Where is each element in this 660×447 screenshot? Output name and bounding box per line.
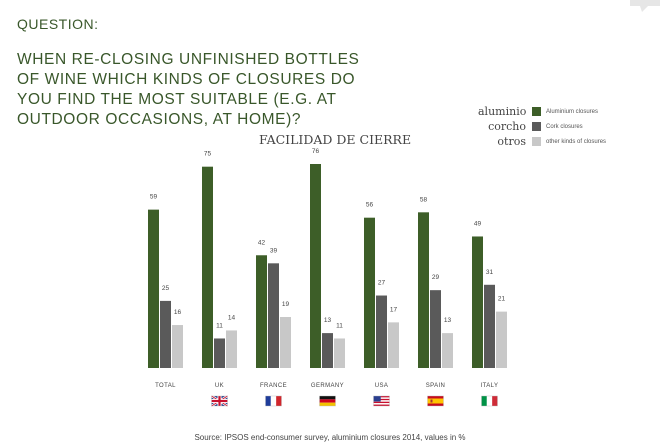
category-label: FRANCE (260, 383, 287, 389)
legend-item-other: otros other kinds of closures (478, 134, 606, 149)
data-label: 76 (312, 148, 320, 155)
bar (496, 311, 507, 368)
bar (256, 255, 267, 368)
uk-flag-icon (210, 394, 229, 408)
bar (310, 164, 321, 368)
bar (202, 166, 213, 368)
bar (418, 212, 429, 368)
corner-accent-icon (630, 0, 660, 12)
headline-line: OF WINE WHICH KINDS OF CLOSURES DO (17, 71, 356, 88)
data-label: 25 (162, 285, 170, 292)
data-label: 31 (486, 269, 494, 276)
bar (484, 284, 495, 368)
bar (364, 217, 375, 368)
data-label: 13 (324, 317, 332, 324)
headline-line: WHEN RE-CLOSING UNFINISHED BOTTLES (17, 51, 360, 68)
bar (214, 338, 225, 368)
data-label: 11 (216, 322, 223, 329)
bar (268, 263, 279, 368)
data-label: 11 (336, 322, 343, 329)
category-label: USA (375, 383, 389, 389)
headline-line: YOU FIND THE MOST SUITABLE (E.G. AT (17, 91, 337, 108)
category-label: SPAIN (426, 383, 446, 389)
chart-legend: aluminio Aluminium closures corcho Cork … (478, 104, 606, 149)
bar (430, 290, 441, 368)
germany-flag-icon (319, 395, 336, 407)
data-label: 13 (444, 317, 452, 324)
italy-flag-icon (481, 395, 498, 407)
legend-alias: otros (497, 135, 526, 148)
france-flag-icon (265, 395, 282, 407)
legend-label: Aluminium closures (546, 108, 599, 115)
question-label: QUESTION: (17, 16, 99, 32)
bar (172, 325, 183, 368)
data-label: 59 (150, 194, 158, 201)
source-note: Source: IPSOS end-consumer survey, alumi… (194, 433, 466, 442)
legend-label: Cork closures (546, 123, 583, 130)
bar (334, 338, 345, 368)
data-label: 56 (366, 202, 374, 209)
data-label: 49 (474, 220, 482, 227)
bar (322, 333, 333, 368)
bar (160, 300, 171, 368)
legend-alias: corcho (488, 120, 526, 133)
chart-subtitle: FACILIDAD DE CIERRE (259, 132, 412, 147)
data-label: 58 (420, 196, 428, 203)
data-label: 17 (390, 306, 398, 313)
category-label: GERMANY (311, 383, 344, 389)
legend-alias: aluminio (478, 105, 527, 118)
category-label: UK (215, 383, 224, 389)
data-label: 27 (378, 280, 386, 287)
legend-swatch (532, 122, 541, 131)
legend-label: other kinds of closures (546, 138, 607, 145)
usa-flag-icon (373, 395, 390, 407)
bar (472, 236, 483, 368)
bar (388, 322, 399, 368)
data-label: 14 (228, 314, 236, 321)
spain-flag-icon (427, 395, 444, 407)
headline-line: OUTDOOR OCCASIONS, AT HOME)? (17, 111, 302, 128)
bar (442, 333, 453, 368)
bar (226, 330, 237, 368)
category-label: ITALY (481, 383, 499, 389)
data-label: 29 (432, 274, 440, 281)
data-label: 42 (258, 239, 266, 246)
legend-swatch (532, 137, 541, 146)
legend-swatch (532, 107, 541, 116)
legend-item-aluminium: aluminio Aluminium closures (478, 104, 606, 119)
bar (280, 317, 291, 368)
data-label: 21 (498, 296, 506, 303)
headline: WHEN RE-CLOSING UNFINISHED BOTTLES OF WI… (17, 50, 360, 130)
data-label: 39 (270, 247, 278, 254)
data-label: 19 (282, 301, 290, 308)
bar (376, 295, 387, 368)
data-label: 75 (204, 151, 212, 158)
legend-item-cork: corcho Cork closures (478, 119, 606, 134)
data-label: 16 (174, 309, 182, 316)
category-label: TOTAL (155, 383, 176, 389)
bar (148, 209, 159, 368)
